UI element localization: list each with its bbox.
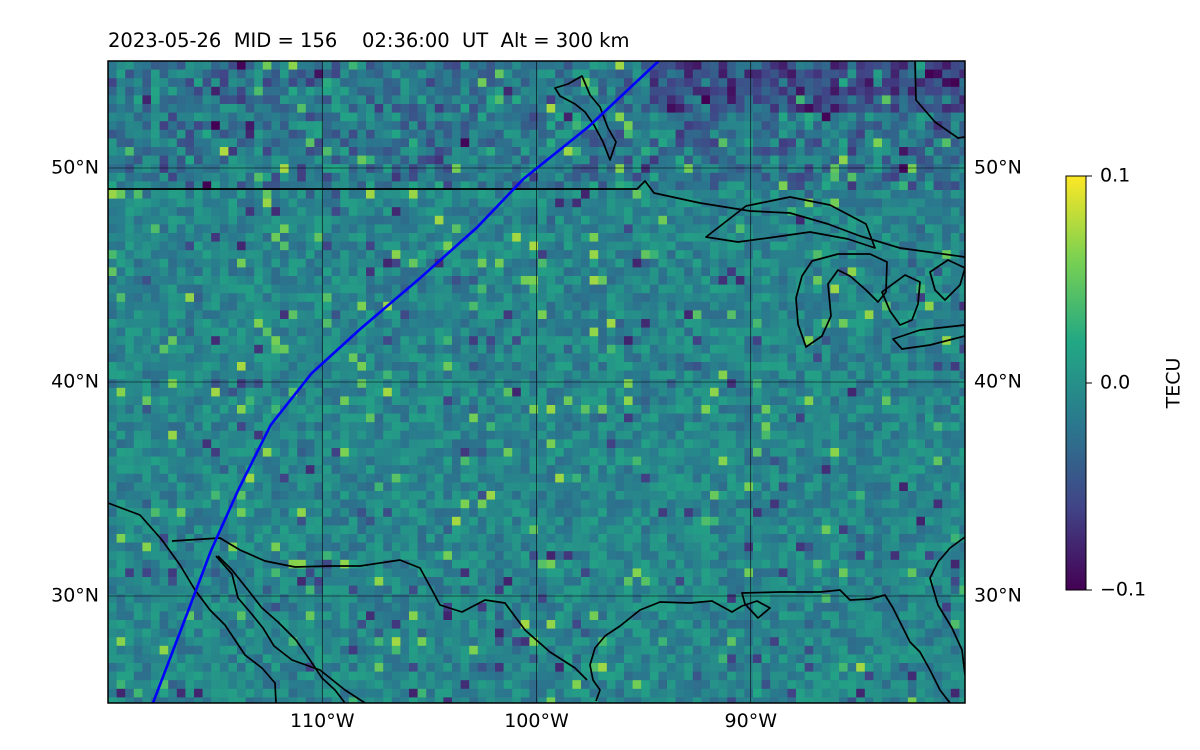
satellite-track	[151, 61, 660, 703]
lake-huron-outline	[881, 274, 921, 326]
colorbar-tick-label: 0.0	[1100, 372, 1130, 394]
colorbar-label: TECU	[1163, 358, 1185, 410]
lat-label-left: 50°N	[51, 157, 99, 179]
baja-west-coast-outline	[108, 502, 277, 703]
gulf-coast-outline	[589, 589, 951, 703]
tec-heatmap	[108, 61, 965, 703]
colorbar-tick-label: 0.1	[1100, 165, 1130, 187]
coastlines	[108, 61, 965, 703]
colorbar-ticks: 0.1 0.0 −0.1	[1086, 165, 1146, 601]
florida-east-coast-outline	[929, 536, 965, 676]
lake-michigan-outline	[795, 253, 888, 348]
gulf-of-california-outline	[217, 555, 346, 703]
lat-label-left: 40°N	[51, 371, 99, 393]
colorbar: 0.1 0.0 −0.1 TECU	[1065, 165, 1185, 601]
atlantic-canada-outline	[914, 61, 965, 139]
lat-labels-left: 30°N 40°N 50°N	[51, 157, 99, 607]
georgian-bay-outline	[929, 259, 965, 301]
map-frame	[107, 60, 966, 704]
lat-labels-right: 30°N 40°N 50°N	[974, 157, 1022, 607]
lat-label-right: 50°N	[974, 157, 1022, 179]
lat-label-right: 30°N	[974, 585, 1022, 607]
map-panel: 30°N 40°N 50°N 30°N 40°N 50°N 110°W 100°W 90°W	[51, 60, 1022, 732]
lat-label-left: 30°N	[51, 585, 99, 607]
lon-label: 90°W	[725, 710, 778, 732]
us-canada-border	[108, 180, 965, 258]
map-title: 2023-05-26 MID = 156 02:36:00 UT Alt = 3…	[108, 29, 630, 52]
lat-label-right: 40°N	[974, 371, 1022, 393]
lon-labels: 110°W 100°W 90°W	[290, 710, 777, 732]
lake-erie-ontario-outline	[892, 324, 965, 350]
us-mexico-border	[171, 537, 588, 681]
colorbar-gradient	[1065, 175, 1087, 591]
colorbar-tick-label: −0.1	[1100, 579, 1146, 601]
baja-california-outline	[215, 555, 366, 703]
lon-label: 110°W	[290, 710, 355, 732]
lon-label: 100°W	[504, 710, 569, 732]
lake-superior-outline	[705, 196, 876, 249]
hudson-bay-south-outline	[554, 75, 617, 161]
